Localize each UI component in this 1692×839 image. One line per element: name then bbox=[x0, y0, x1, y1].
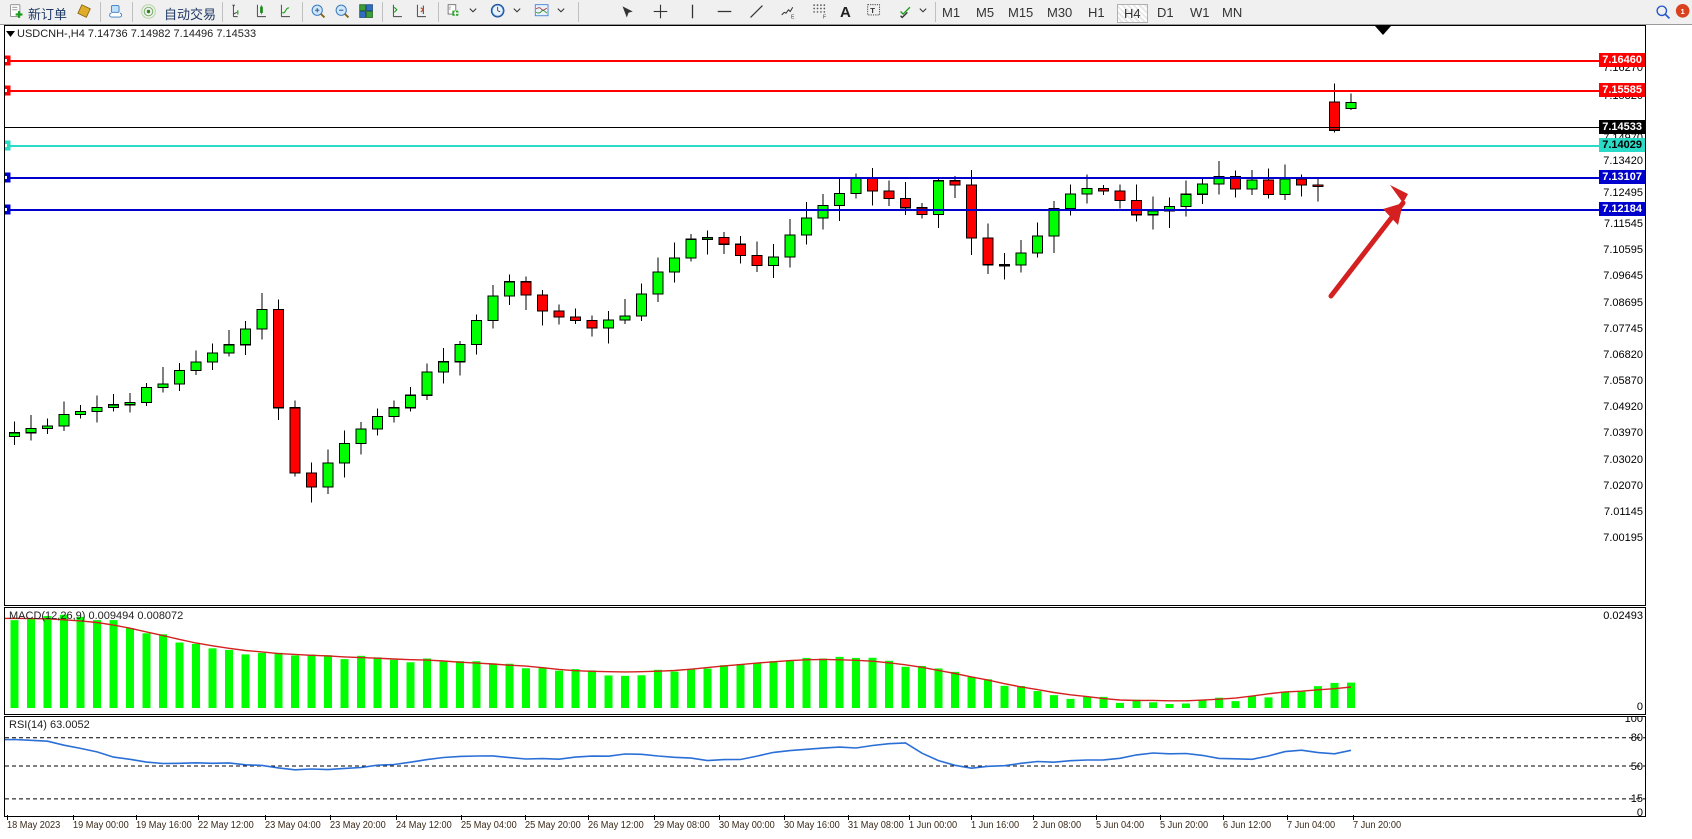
svg-text:F: F bbox=[823, 14, 826, 20]
svg-text:E: E bbox=[791, 14, 795, 20]
svg-text:T: T bbox=[870, 6, 875, 15]
